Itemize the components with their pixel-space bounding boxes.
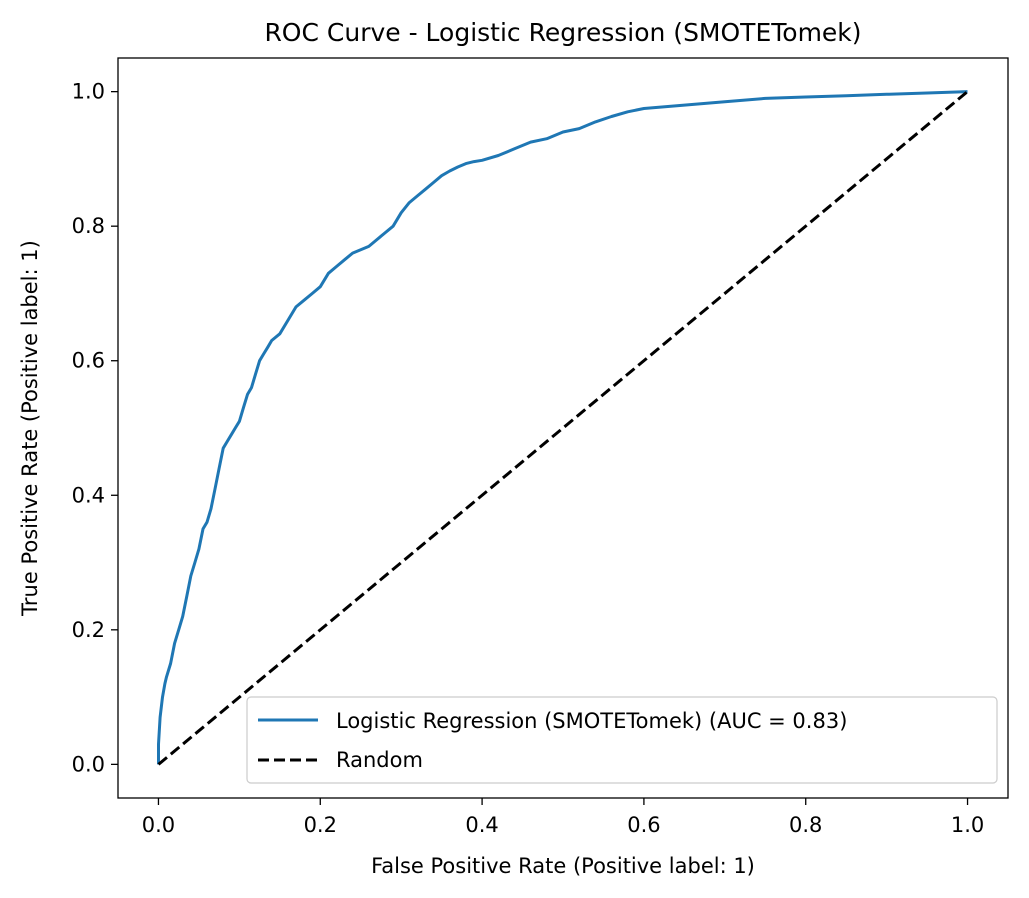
y-tick-label: 0.0 [72, 752, 105, 776]
y-tick-label: 0.4 [72, 483, 105, 507]
x-tick-label: 0.6 [627, 813, 660, 837]
x-tick-label: 0.2 [304, 813, 337, 837]
random-diagonal-line [157, 90, 969, 766]
legend-label-random: Random [336, 748, 423, 772]
y-tick-label: 0.6 [72, 349, 105, 373]
legend-box [246, 696, 998, 784]
x-tick-label: 0.4 [465, 813, 498, 837]
legend-label-roc: Logistic Regression (SMOTETomek) (AUC = … [336, 709, 847, 733]
axes-frame [117, 57, 1009, 799]
y-axis-label: True Positive Rate (Positive label: 1) [18, 240, 42, 617]
legend: Logistic Regression (SMOTETomek) (AUC = … [246, 696, 998, 784]
x-tick-label: 1.0 [951, 813, 984, 837]
x-tick-label: 0.0 [142, 813, 175, 837]
roc-curve-line [157, 90, 968, 765]
x-axis-label: False Positive Rate (Positive label: 1) [371, 854, 755, 878]
x-tick-label: 0.8 [789, 813, 822, 837]
plot-area [157, 90, 969, 766]
y-tick-label: 0.2 [72, 618, 105, 642]
x-axis-ticks: 0.0 0.2 0.4 0.6 0.8 1.0 [142, 798, 984, 837]
y-tick-label: 0.8 [72, 214, 105, 238]
y-axis-ticks: 0.0 0.2 0.4 0.6 0.8 1.0 [72, 80, 118, 776]
y-tick-label: 1.0 [72, 80, 105, 104]
chart-title: ROC Curve - Logistic Regression (SMOTETo… [264, 18, 861, 47]
